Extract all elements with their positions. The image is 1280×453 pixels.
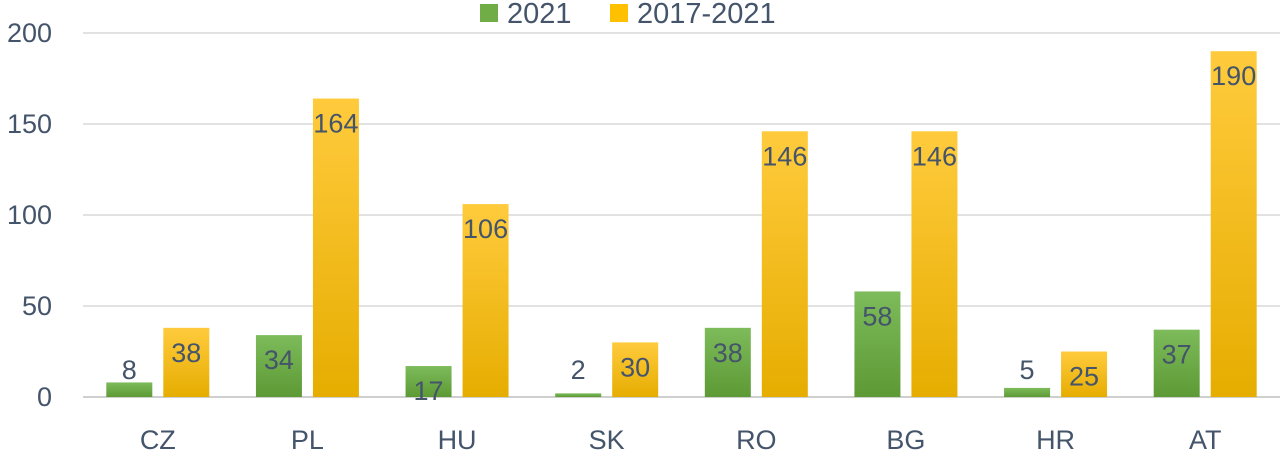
data-label-2017-2021-HU: 106 <box>463 214 508 244</box>
data-label-2021-HR: 5 <box>1020 355 1035 385</box>
x-tick-label-BG: BG <box>886 425 925 453</box>
bar-2021-BG <box>854 291 901 397</box>
data-label-2021-SK: 2 <box>571 355 586 385</box>
bar-2021-CZ <box>106 382 153 397</box>
x-tick-label-CZ: CZ <box>140 425 176 453</box>
bar-2017-2021-HU <box>462 204 509 397</box>
data-label-2021-HU: 17 <box>414 376 444 406</box>
y-axis-ticks: 0 50 100 150 200 <box>7 18 52 412</box>
bar-2021-RO <box>704 327 751 397</box>
bar-2021-HU <box>405 366 452 397</box>
data-label-2017-2021-RO: 146 <box>762 141 807 171</box>
bar-2017-2021-CZ <box>163 327 210 397</box>
bar-2021-PL <box>255 335 302 397</box>
data-label-2021-RO: 38 <box>713 338 743 368</box>
y-tick-label: 50 <box>22 291 52 321</box>
x-tick-label-HU: HU <box>438 425 477 453</box>
legend-label-2017-2021: 2017-2021 <box>637 0 776 30</box>
data-label-2017-2021-BG: 146 <box>912 141 957 171</box>
data-label-2017-2021-AT: 190 <box>1211 61 1256 91</box>
bar-2017-2021-SK <box>612 342 659 397</box>
bar-2017-2021-BG <box>911 131 958 397</box>
x-tick-label-HR: HR <box>1036 425 1075 453</box>
bar-2021-HR <box>1004 387 1051 397</box>
bar-2021-SK <box>555 393 602 397</box>
y-tick-label: 0 <box>37 382 52 412</box>
x-tick-label-RO: RO <box>736 425 777 453</box>
y-tick-label: 150 <box>7 109 52 139</box>
bar-2017-2021-HR <box>1061 351 1108 397</box>
y-tick-label: 200 <box>7 18 52 48</box>
bars <box>106 51 1257 398</box>
x-tick-label-AT: AT <box>1189 425 1222 453</box>
data-label-2017-2021-HR: 25 <box>1069 362 1099 392</box>
bar-2017-2021-AT <box>1210 51 1257 397</box>
data-label-2017-2021-CZ: 38 <box>171 338 201 368</box>
x-tick-label-PL: PL <box>291 425 324 453</box>
x-tick-label-SK: SK <box>589 425 625 453</box>
data-label-2017-2021-PL: 164 <box>313 109 358 139</box>
legend-label-2021: 2021 <box>507 0 572 30</box>
data-label-2021-CZ: 8 <box>122 355 137 385</box>
data-label-2021-PL: 34 <box>264 345 294 375</box>
bar-2017-2021-PL <box>312 98 359 398</box>
data-labels: 8 38 34 164 17 106 2 30 38 146 58 146 5 25 37 190 <box>122 61 1256 406</box>
legend-swatch-2021 <box>480 4 498 22</box>
legend-swatch-2017-2021 <box>610 4 628 22</box>
data-label-2021-AT: 37 <box>1162 340 1192 370</box>
bar-2017-2021-RO <box>761 131 808 397</box>
legend: 2021 2017-2021 <box>480 0 776 30</box>
y-tick-label: 100 <box>7 200 52 230</box>
data-label-2017-2021-SK: 30 <box>620 352 650 382</box>
x-axis-ticks: CZ PL HU SK RO BG HR AT <box>140 425 1222 453</box>
data-label-2021-BG: 58 <box>862 301 892 331</box>
bar-2021-AT <box>1153 329 1200 397</box>
